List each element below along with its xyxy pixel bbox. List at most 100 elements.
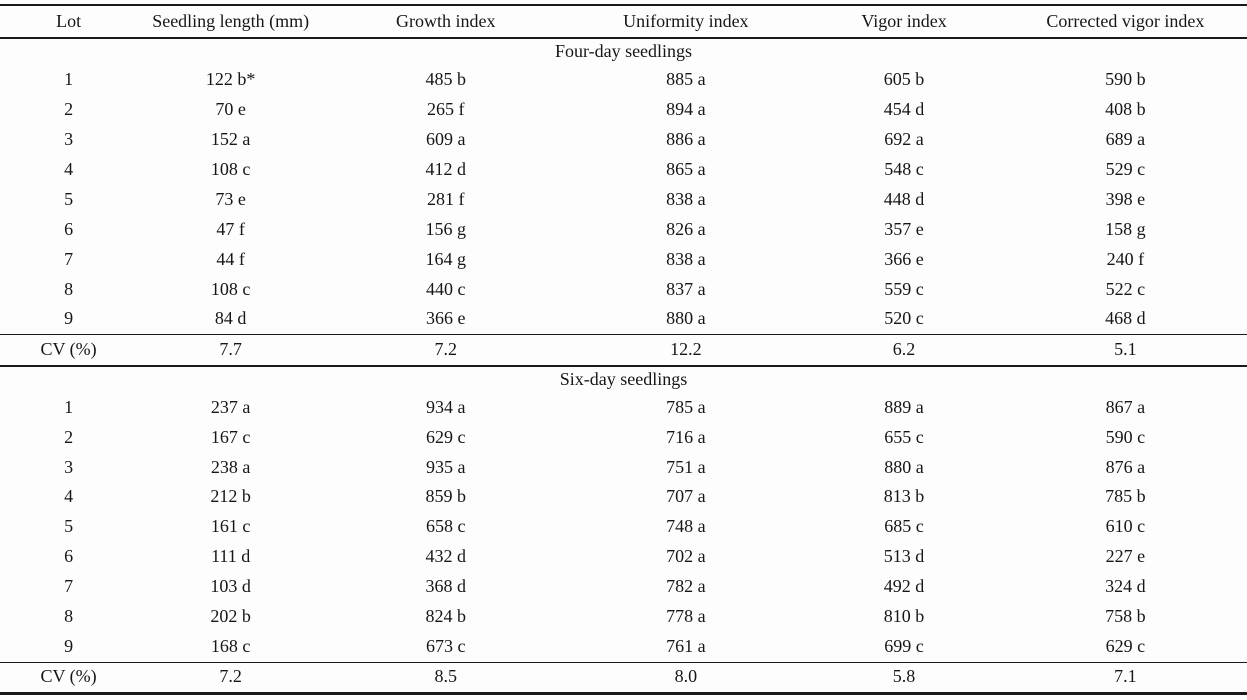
cv-value: 5.8 <box>892 666 916 687</box>
value-cell: 366 e <box>426 308 466 329</box>
value-cell: 152 a <box>210 128 251 149</box>
value-cell: 810 b <box>883 606 925 627</box>
value-cell: 158 g <box>1105 218 1146 239</box>
table-row: 3 238 a 935 a 751 a 880 a 876 a <box>0 452 1247 482</box>
column-header-vigor-index: Vigor index <box>861 10 947 31</box>
table-row: 7 103 d 368 d 782 a 492 d 324 d <box>0 572 1247 602</box>
lot-cell: 5 <box>64 188 74 209</box>
value-cell: 529 c <box>1105 158 1146 179</box>
lot-cell: 8 <box>64 606 74 627</box>
section-row: Six-day seedlings <box>0 366 1247 393</box>
table-row: 4 108 c 412 d 865 a 548 c 529 c <box>0 155 1247 185</box>
value-cell: 590 c <box>1105 426 1146 447</box>
value-cell: 707 a <box>666 486 706 507</box>
value-cell: 368 d <box>425 576 467 597</box>
cv-row: CV (%) 7.7 7.2 12.2 6.2 5.1 <box>0 334 1247 366</box>
value-cell: 44 f <box>216 248 245 269</box>
value-cell: 70 e <box>215 98 246 119</box>
value-cell: 629 c <box>426 426 466 447</box>
value-cell: 894 a <box>666 98 706 119</box>
cv-value: 7.2 <box>219 666 242 687</box>
value-cell: 240 f <box>1106 248 1145 269</box>
table-row: 9 168 c 673 c 761 a 699 c 629 c <box>0 632 1247 662</box>
lot-cell: 5 <box>64 516 74 537</box>
value-cell: 84 d <box>214 308 247 329</box>
cv-value: 12.2 <box>670 338 702 359</box>
cv-value: 7.2 <box>434 338 458 359</box>
value-cell: 156 g <box>425 218 467 239</box>
value-cell: 838 a <box>666 188 706 209</box>
table-row: 1 237 a 934 a 785 a 889 a 867 a <box>0 392 1247 422</box>
value-cell: 758 b <box>1105 606 1146 627</box>
value-cell: 885 a <box>666 68 706 89</box>
cv-value: 7.1 <box>1114 666 1137 687</box>
value-cell: 751 a <box>666 456 706 477</box>
value-cell: 655 c <box>884 426 924 447</box>
value-cell: 492 d <box>883 576 925 597</box>
table-row: 8 202 b 824 b 778 a 810 b 758 b <box>0 602 1247 632</box>
value-cell: 867 a <box>1105 396 1146 417</box>
value-cell: 108 c <box>210 158 251 179</box>
value-cell: 522 c <box>1105 278 1146 299</box>
value-cell: 689 a <box>1105 128 1146 149</box>
value-cell: 281 f <box>427 188 465 209</box>
value-cell: 838 a <box>666 248 706 269</box>
value-cell: 357 e <box>884 218 924 239</box>
value-cell: 778 a <box>666 606 706 627</box>
value-cell: 548 c <box>884 158 924 179</box>
value-cell: 212 b <box>210 486 251 507</box>
lot-cell: 1 <box>64 68 74 89</box>
value-cell: 398 e <box>1105 188 1146 209</box>
value-cell: 716 a <box>666 426 706 447</box>
value-cell: 440 c <box>426 278 466 299</box>
value-cell: 702 a <box>666 546 706 567</box>
value-cell: 513 d <box>883 546 925 567</box>
value-cell: 485 b <box>425 68 467 89</box>
lot-cell: 6 <box>64 218 74 239</box>
value-cell: 202 b <box>210 606 251 627</box>
table-row: 5 161 c 658 c 748 a 685 c 610 c <box>0 512 1247 542</box>
value-cell: 934 a <box>426 396 466 417</box>
value-cell: 880 a <box>666 308 706 329</box>
value-cell: 859 b <box>425 486 467 507</box>
lot-cell: 7 <box>64 576 74 597</box>
value-cell: 935 a <box>426 456 466 477</box>
lot-cell: 2 <box>64 426 74 447</box>
value-cell: 886 a <box>666 128 706 149</box>
value-cell: 454 d <box>883 98 925 119</box>
lot-cell: 4 <box>64 158 74 179</box>
value-cell: 590 b <box>1105 68 1146 89</box>
value-cell: 785 b <box>1105 486 1146 507</box>
value-cell: 658 c <box>426 516 466 537</box>
value-cell: 168 c <box>210 636 251 657</box>
section-row: Four-day seedlings <box>0 38 1247 65</box>
value-cell: 889 a <box>884 396 924 417</box>
table-row: 7 44 f 164 g 838 a 366 e 240 f <box>0 245 1247 275</box>
value-cell: 111 d <box>211 546 251 567</box>
value-cell: 324 d <box>1105 576 1146 597</box>
cv-value: 8.5 <box>434 666 458 687</box>
cv-label: CV (%) <box>40 666 97 687</box>
table-row: 8 108 c 440 c 837 a 559 c 522 c <box>0 275 1247 305</box>
value-cell: 408 b <box>1105 98 1146 119</box>
table-body: Four-day seedlings 1 122 b* 485 b 885 a 605 b… <box>0 38 1247 694</box>
table-row: 6 47 f 156 g 826 a 357 e 158 g <box>0 215 1247 245</box>
value-cell: 629 c <box>1105 636 1146 657</box>
cv-label: CV (%) <box>40 338 97 359</box>
value-cell: 699 c <box>884 636 924 657</box>
value-cell: 468 d <box>1105 308 1146 329</box>
value-cell: 824 b <box>425 606 467 627</box>
value-cell: 161 c <box>210 516 251 537</box>
value-cell: 609 a <box>426 128 466 149</box>
value-cell: 865 a <box>666 158 706 179</box>
value-cell: 432 d <box>425 546 467 567</box>
value-cell: 366 e <box>884 248 924 269</box>
table-row: 2 70 e 265 f 894 a 454 d 408 b <box>0 95 1247 125</box>
value-cell: 237 a <box>210 396 251 417</box>
lot-cell: 2 <box>64 98 74 119</box>
value-cell: 673 c <box>426 636 466 657</box>
value-cell: 108 c <box>210 278 251 299</box>
lot-cell: 6 <box>64 546 74 567</box>
value-cell: 448 d <box>883 188 925 209</box>
